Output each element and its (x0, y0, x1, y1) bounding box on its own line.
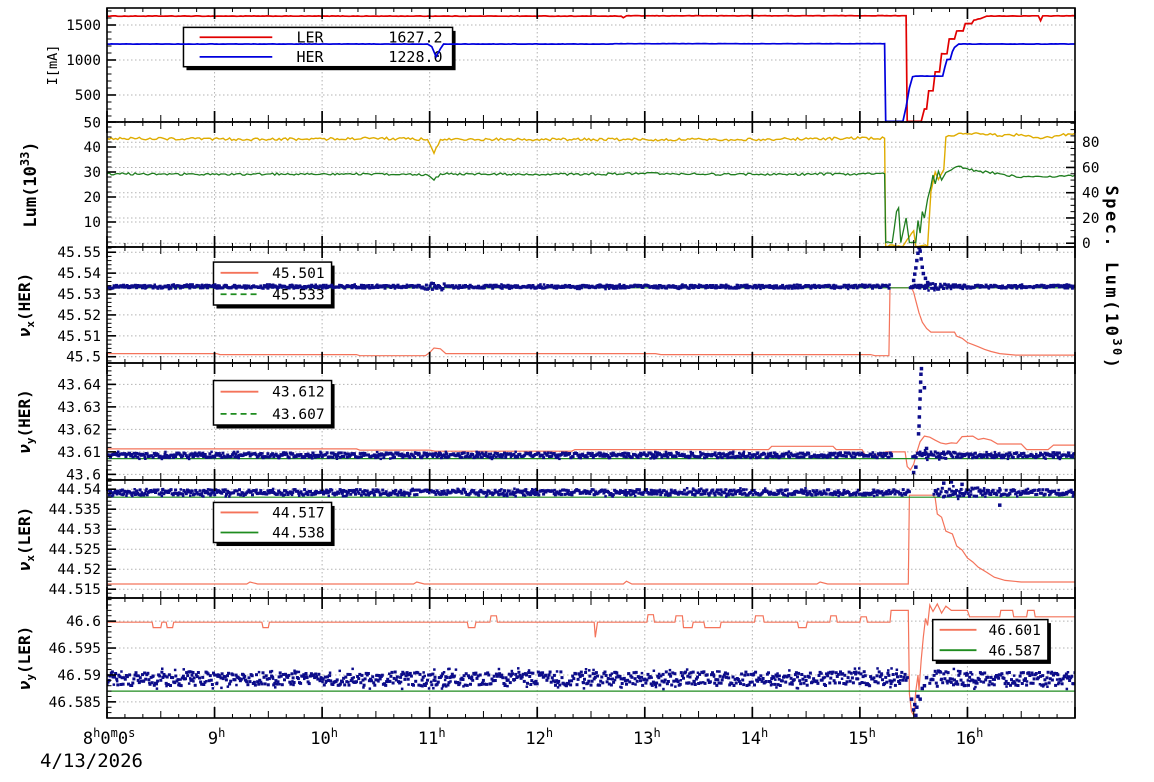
y-tick-label: 45.53 (57, 287, 101, 303)
legend-value: 44.538 (272, 526, 324, 542)
y-tick-label: 500 (75, 88, 101, 104)
y-tick-label: 20 (84, 190, 101, 206)
y-tick-label: 44.54 (57, 482, 101, 498)
y-tick-label: 44.525 (49, 542, 101, 558)
legend-value: 44.517 (272, 506, 324, 522)
y-axis-label: νy(LER) (15, 626, 37, 690)
legend: 43.612 43.607 (212, 379, 335, 429)
y-tick-label: 44.53 (57, 522, 101, 538)
right-y-axis-label: Spec. Lum(1030) (1101, 185, 1124, 370)
legend-value: 43.612 (272, 385, 324, 401)
y-tick-label: 30 (84, 165, 101, 181)
right-y-tick-label: 80 (1082, 135, 1099, 151)
legend-value: 46.601 (989, 623, 1041, 639)
y-tick-label: 45.52 (57, 308, 101, 324)
y-tick-label: 43.64 (57, 377, 101, 393)
x-tick-label: 12h (525, 726, 553, 749)
legend-series-name: LER (296, 28, 324, 46)
legend: 44.517 44.538 (212, 501, 335, 547)
y-axis-label: Lum(1033) (18, 141, 41, 227)
legend: 46.601 46.587 (931, 618, 1051, 664)
panel-nuy-ler: 46.601 46.587 (107, 598, 1075, 718)
y-tick-label: 44.52 (57, 562, 101, 578)
y-tick-label: 1000 (66, 53, 101, 69)
legend-value: 43.607 (272, 407, 324, 423)
x-tick-label: 16h (956, 726, 984, 749)
y-tick-label: 1500 (66, 18, 101, 34)
right-y-tick-label: 0 (1082, 236, 1091, 252)
x-tick-label: 9h (208, 726, 225, 749)
y-tick-label: 45.5 (66, 350, 101, 366)
series-setpoint (107, 602, 1075, 718)
y-tick-label: 43.62 (57, 422, 101, 438)
x-tick-label: 11h (418, 726, 446, 749)
legend-value: 1627.2 (388, 28, 442, 46)
right-y-tick-label: 40 (1082, 186, 1099, 202)
y-tick-label: 43.63 (57, 400, 101, 416)
y-tick-label: 43.61 (57, 445, 101, 461)
y-tick-label: 45.51 (57, 329, 101, 345)
y-axis-label: νy(HER) (15, 389, 37, 453)
panel-nuy-her: 43.612 43.607 (107, 363, 1075, 480)
y-tick-label: 44.515 (49, 582, 101, 598)
y-tick-label: 46.6 (66, 614, 101, 630)
y-tick-label: 50 (84, 116, 101, 132)
series-measured-scatter (107, 366, 1075, 475)
y-tick-label: 45.54 (57, 266, 101, 282)
series-setpoint (107, 287, 1075, 357)
right-y-tick-label: 20 (1082, 211, 1099, 227)
x-tick-label: 15h (848, 726, 876, 749)
date-label: 4/13/2026 (40, 750, 143, 772)
y-axis-label: νx(LER) (15, 507, 37, 571)
series-LER-current (107, 14, 1075, 122)
y-tick-label: 44.535 (49, 502, 101, 518)
y-tick-label: 43.6 (66, 467, 101, 483)
y-tick-label: 46.595 (49, 641, 101, 657)
series-HER-current (107, 42, 1075, 122)
series-measured-scatter (107, 247, 1075, 292)
right-y-tick-label: 60 (1082, 160, 1099, 176)
panel-nux-her: 45.501 45.533 (107, 247, 1075, 363)
legend-value: 45.533 (272, 287, 324, 303)
y-axis-label: I[mA] (45, 45, 61, 86)
y-axis-label: νx(HER) (15, 273, 37, 337)
legend-series-name: HER (296, 48, 324, 66)
y-tick-label: 45.55 (57, 245, 101, 261)
x-tick-label: 10h (310, 726, 338, 749)
y-tick-label: 46.585 (49, 695, 101, 711)
y-tick-label: 40 (84, 140, 101, 156)
series-measured-scatter (107, 480, 1075, 507)
series-measured-scatter (107, 667, 1075, 718)
legend-value: 45.501 (272, 266, 324, 282)
legend: LER 1627.2 HER 1228.0 (182, 26, 456, 71)
x-tick-label: 13h (633, 726, 661, 749)
panel-nux-ler: 44.517 44.538 (107, 480, 1075, 598)
y-tick-label: 46.59 (57, 668, 101, 684)
x-tick-label: 8h0m0s (83, 726, 135, 749)
series-specific-luminosity (107, 165, 1075, 244)
legend-value: 1228.0 (388, 48, 442, 66)
legend-value: 46.587 (989, 643, 1041, 659)
panel-beam-current: LER 1627.2 HER 1228.0 (107, 8, 1075, 122)
panel-frame (106, 597, 1076, 719)
x-tick-label: 14h (741, 726, 769, 749)
y-tick-label: 10 (84, 215, 101, 231)
